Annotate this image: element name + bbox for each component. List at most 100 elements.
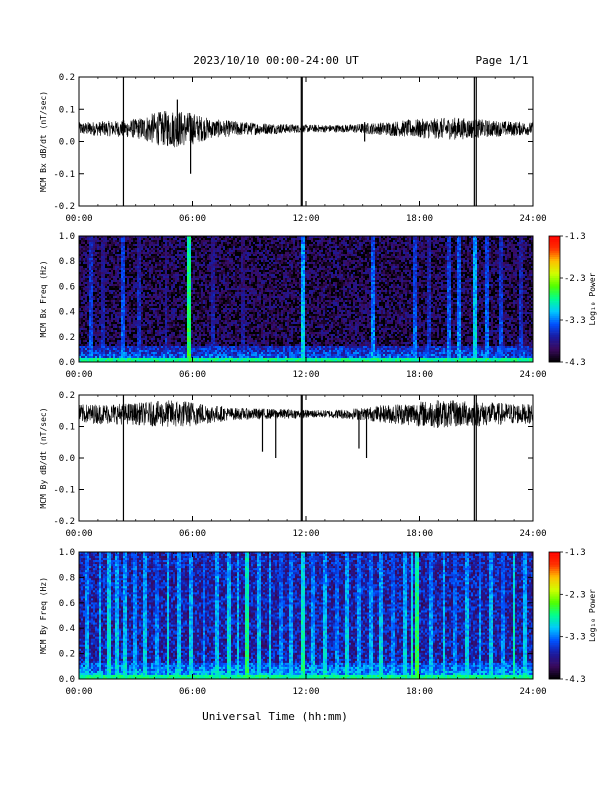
heatmap-cell xyxy=(215,346,217,348)
heatmap-cell xyxy=(189,272,191,274)
heatmap-cell xyxy=(225,276,227,278)
heatmap-cell xyxy=(137,342,139,344)
heatmap-cell xyxy=(163,358,165,360)
heatmap-cell xyxy=(127,310,129,312)
heatmap-cell xyxy=(183,288,185,290)
heatmap-cell xyxy=(197,336,199,338)
heatmap-cell xyxy=(103,336,105,338)
heatmap-cell xyxy=(93,292,95,294)
heatmap-cell xyxy=(231,308,233,310)
heatmap-cell xyxy=(219,282,221,284)
heatmap-cell xyxy=(193,320,195,322)
heatmap-cell xyxy=(129,304,131,306)
heatmap-cell xyxy=(131,352,133,354)
heatmap-cell xyxy=(197,288,199,290)
heatmap-cell xyxy=(155,358,157,360)
heatmap-cell xyxy=(83,298,85,300)
heatmap-cell xyxy=(127,262,129,264)
heatmap-cell xyxy=(103,310,105,312)
heatmap-cell xyxy=(193,272,195,274)
heatmap-cell xyxy=(121,278,123,280)
heatmap-cell xyxy=(131,272,133,274)
heatmap-cell xyxy=(95,272,97,274)
heatmap-cell xyxy=(139,274,141,276)
heatmap-cell xyxy=(203,334,205,336)
heatmap-cell xyxy=(107,352,109,354)
heatmap-cell xyxy=(123,242,125,244)
heatmap-cell xyxy=(209,282,211,284)
heatmap-cell xyxy=(147,258,149,260)
heatmap-cell xyxy=(107,286,109,288)
heatmap-cell xyxy=(121,284,123,286)
heatmap-cell xyxy=(209,256,211,258)
heatmap-cell xyxy=(177,344,179,346)
heatmap-cell xyxy=(139,312,141,314)
heatmap-cell xyxy=(219,324,221,326)
heatmap-cell xyxy=(83,338,85,340)
heatmap-cell xyxy=(195,342,197,344)
heatmap-cell xyxy=(95,334,97,336)
heatmap-cell xyxy=(171,278,173,280)
heatmap-cell xyxy=(179,338,181,340)
heatmap-cell xyxy=(231,254,233,256)
heatmap-cell xyxy=(159,354,161,356)
heatmap-cell xyxy=(111,340,113,342)
heatmap-cell xyxy=(151,266,153,268)
heatmap-cell xyxy=(153,242,155,244)
heatmap-cell xyxy=(215,296,217,298)
heatmap-cell xyxy=(85,344,87,346)
heatmap-cell xyxy=(113,276,115,278)
heatmap-cell xyxy=(177,322,179,324)
heatmap-cell xyxy=(171,270,173,272)
heatmap-cell xyxy=(193,314,195,316)
heatmap-cell xyxy=(173,344,175,346)
heatmap-cell xyxy=(105,260,107,262)
heatmap-cell xyxy=(199,268,201,270)
heatmap-cell xyxy=(129,238,131,240)
heatmap-cell xyxy=(135,356,137,358)
heatmap-cell xyxy=(225,304,227,306)
heatmap-cell xyxy=(187,348,189,350)
heatmap-cell xyxy=(173,266,175,268)
heatmap-cell xyxy=(99,342,101,344)
heatmap-cell xyxy=(125,340,127,342)
heatmap-cell xyxy=(153,256,155,258)
heatmap-cell xyxy=(207,250,209,252)
heatmap-cell xyxy=(105,244,107,246)
heatmap-cell xyxy=(225,280,227,282)
heatmap-cell xyxy=(187,338,189,340)
heatmap-cell xyxy=(89,242,91,244)
heatmap-cell xyxy=(95,254,97,256)
heatmap-cell xyxy=(99,320,101,322)
heatmap-cell xyxy=(165,316,167,318)
heatmap-cell xyxy=(107,276,109,278)
heatmap-cell xyxy=(117,346,119,348)
heatmap-cell xyxy=(221,260,223,262)
heatmap-cell xyxy=(145,296,147,298)
heatmap-cell xyxy=(119,248,121,250)
heatmap-cell xyxy=(149,256,151,258)
heatmap-cell xyxy=(219,358,221,360)
heatmap-cell xyxy=(181,242,183,244)
heatmap-cell xyxy=(191,270,193,272)
heatmap-cell xyxy=(181,258,183,260)
heatmap-cell xyxy=(117,272,119,274)
heatmap-cell xyxy=(227,310,229,312)
heatmap-cell xyxy=(133,266,135,268)
heatmap-cell xyxy=(135,340,137,342)
heatmap-cell xyxy=(163,324,165,326)
heatmap-cell xyxy=(103,358,105,360)
heatmap-cell xyxy=(157,238,159,240)
heatmap-cell xyxy=(177,336,179,338)
heatmap-cell xyxy=(107,246,109,248)
heatmap-cell xyxy=(195,296,197,298)
heatmap-cell xyxy=(185,316,187,318)
heatmap-cell xyxy=(99,314,101,316)
heatmap-cell xyxy=(89,342,91,344)
heatmap-cell xyxy=(163,286,165,288)
heatmap-cell xyxy=(95,288,97,290)
heatmap-cell xyxy=(203,332,205,334)
heatmap-cell xyxy=(183,296,185,298)
heatmap-cell xyxy=(85,338,87,340)
heatmap-cell xyxy=(155,344,157,346)
